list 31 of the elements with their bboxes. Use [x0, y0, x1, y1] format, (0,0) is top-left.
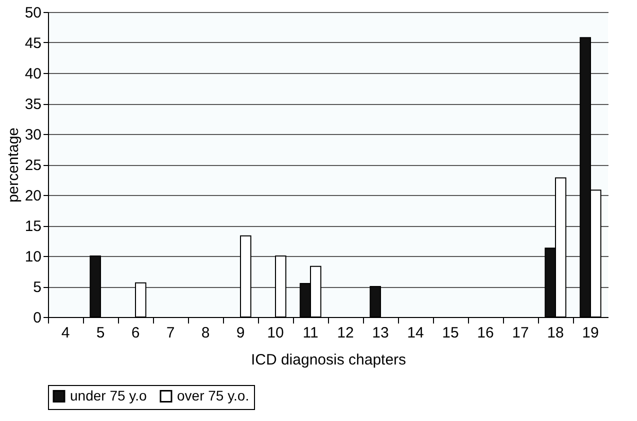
x-tick-label: 5	[96, 324, 105, 342]
y-tick-label: 15	[24, 218, 42, 235]
y-axis-title: percentage	[4, 127, 22, 203]
legend-label: under 75 y.o	[70, 387, 148, 404]
y-tick-label: 25	[24, 157, 42, 174]
x-tick-label: 18	[547, 324, 564, 342]
y-tick-label: 50	[24, 4, 42, 22]
x-tick-label: 12	[337, 324, 354, 342]
x-tick-label: 8	[201, 324, 210, 342]
x-tick-label: 13	[372, 324, 389, 342]
x-tick-label: 10	[267, 324, 284, 342]
x-tick-label: 15	[442, 324, 459, 342]
y-tick-label: 20	[24, 188, 42, 204]
y-tick-label: 40	[24, 66, 42, 82]
y-tick-label: 35	[24, 96, 42, 113]
y-tick-label: 5	[33, 279, 42, 296]
x-tick-label: 9	[236, 324, 245, 342]
legend-label: over 75 y.o.	[177, 387, 250, 404]
y-tick-label: 45	[24, 35, 42, 52]
y-tick-label: 0	[33, 310, 42, 326]
y-tick-label: 30	[24, 126, 42, 144]
x-tick-label: 4	[61, 324, 70, 342]
x-tick-label: 6	[131, 324, 140, 342]
x-tick-label: 19	[582, 324, 599, 342]
x-tick-label: 14	[407, 324, 424, 342]
y-tick-label: 10	[24, 248, 42, 266]
x-tick-label: 17	[512, 324, 529, 342]
x-tick-label: 11	[302, 324, 318, 342]
x-tick-label: 7	[166, 324, 175, 342]
x-tick-label: 16	[477, 324, 494, 342]
x-axis-title: ICD diagnosis chapters	[250, 352, 406, 368]
